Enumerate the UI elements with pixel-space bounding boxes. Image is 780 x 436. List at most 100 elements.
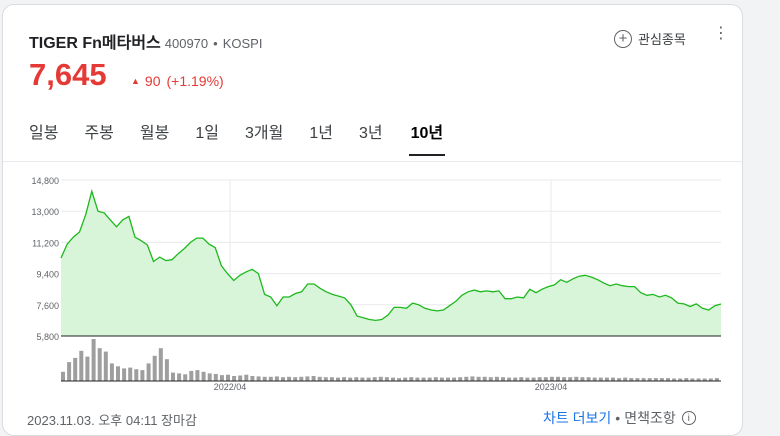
- tab-period-5[interactable]: 1년: [309, 125, 333, 142]
- volume-bar: [507, 377, 512, 381]
- volume-bar: [629, 378, 634, 381]
- volume-bar: [244, 374, 249, 381]
- volume-bar: [238, 375, 243, 381]
- volume-bar: [525, 377, 530, 381]
- volume-bar: [256, 376, 261, 381]
- volume-bar: [647, 378, 652, 381]
- volume-bar: [311, 376, 316, 381]
- volume-bar: [250, 376, 255, 381]
- volume-bar: [611, 377, 615, 381]
- volume-bar: [189, 370, 194, 381]
- volume-bar: [537, 377, 542, 381]
- volume-bar: [494, 376, 499, 381]
- volume-bar: [109, 363, 114, 381]
- volume-bar: [79, 350, 84, 381]
- volume-bar: [635, 378, 640, 381]
- volume-bar: [653, 378, 658, 381]
- change-percent: (+1.19%): [166, 73, 224, 89]
- volume-bar: [232, 376, 237, 381]
- volume-bar: [201, 371, 206, 381]
- volume-bar: [452, 377, 457, 381]
- up-arrow-icon: ▲: [131, 76, 140, 86]
- favorite-label: 관심종목: [638, 32, 686, 47]
- more-chart-link[interactable]: 차트 더보기: [543, 410, 612, 426]
- current-price: 7,645: [29, 57, 107, 92]
- volume-bar: [152, 355, 157, 381]
- x-tick-label: 2023/04: [535, 382, 568, 390]
- tab-period-6[interactable]: 3년: [358, 125, 383, 142]
- volume-bar: [73, 357, 78, 381]
- volume-bar: [226, 374, 230, 381]
- volume-bar: [641, 378, 646, 381]
- add-favorite-button[interactable]: + 관심종목: [614, 29, 686, 48]
- volume-bar: [336, 377, 340, 381]
- volume-bar: [672, 378, 677, 381]
- tab-period-0[interactable]: 일봉: [29, 125, 59, 142]
- tabs-divider: [3, 161, 742, 162]
- disclaimer-link[interactable]: 면책조항: [624, 410, 676, 426]
- volume-bar: [317, 376, 322, 381]
- volume-bar: [623, 377, 628, 381]
- volume-bar: [666, 378, 670, 381]
- stock-name[interactable]: TIGER Fn메타버스: [29, 35, 161, 52]
- volume-bar: [183, 374, 188, 381]
- volume-bar: [458, 377, 463, 381]
- x-tick-label: 2022/04: [214, 382, 247, 390]
- info-icon[interactable]: i: [681, 411, 696, 425]
- price-chart[interactable]: 14,800 13,000 11,200 9,400 7,600 5,800 2022/04…: [3, 165, 742, 390]
- volume-bar: [549, 376, 554, 381]
- y-tick-label: 11,200: [32, 238, 59, 248]
- volume-bar: [696, 378, 701, 381]
- volume-bar: [128, 367, 133, 381]
- volume-bar: [103, 351, 108, 381]
- volume-bar: [67, 362, 72, 381]
- volume-bar: [543, 377, 548, 381]
- volume-bar: [207, 373, 212, 381]
- volume-bar: [85, 356, 90, 381]
- volume-bar: [439, 377, 444, 381]
- plus-icon: +: [614, 29, 632, 48]
- volume-bar: [61, 371, 65, 381]
- price-change: ▲ 90 (+1.19%): [131, 73, 224, 89]
- volume-bar: [116, 366, 120, 381]
- volume-bar: [446, 377, 450, 381]
- volume-bar: [690, 378, 695, 381]
- volume-bar: [372, 377, 377, 381]
- stock-code: 400970: [164, 36, 209, 51]
- market-name: KOSPI: [222, 36, 263, 51]
- volume-bar: [146, 363, 151, 381]
- volume-bar: [562, 377, 567, 381]
- volume-bar: [287, 376, 292, 381]
- volume-bar: [299, 376, 304, 381]
- volume-bar: [360, 377, 365, 381]
- volume-bar: [274, 376, 279, 381]
- volume-bar: [140, 370, 145, 381]
- volume-bar: [122, 368, 127, 381]
- volume-bar: [433, 377, 438, 381]
- tab-period-1[interactable]: 주봉: [84, 125, 114, 142]
- volume-bar: [427, 377, 432, 381]
- tab-period-7[interactable]: 10년: [408, 119, 446, 156]
- volume-bar: [305, 376, 310, 381]
- y-tick-label: 5,800: [36, 332, 59, 342]
- more-options-icon[interactable]: ⋮: [713, 25, 729, 42]
- volume-bar: [580, 377, 585, 381]
- volume-bar: [513, 377, 518, 381]
- volume-bar: [384, 377, 389, 381]
- tab-period-2[interactable]: 월봉: [139, 125, 170, 142]
- volume-bar: [592, 377, 597, 381]
- price-area: [61, 191, 721, 336]
- market-timestamp: 2023.11.03. 오후 04:11 장마감: [27, 413, 197, 428]
- tab-period-3[interactable]: 1일: [195, 125, 219, 142]
- tab-period-4[interactable]: 3개월: [244, 125, 284, 142]
- y-tick-label: 7,600: [36, 301, 59, 311]
- volume-bar: [329, 377, 334, 381]
- volume-bar: [501, 377, 505, 381]
- volume-bar: [531, 377, 536, 381]
- volume-bar: [397, 378, 402, 381]
- volume-bar: [195, 370, 200, 381]
- volume-bar: [97, 348, 102, 381]
- y-tick-label: 14,800: [31, 176, 59, 186]
- y-tick-label: 9,400: [36, 270, 59, 280]
- volume-bar: [708, 378, 713, 381]
